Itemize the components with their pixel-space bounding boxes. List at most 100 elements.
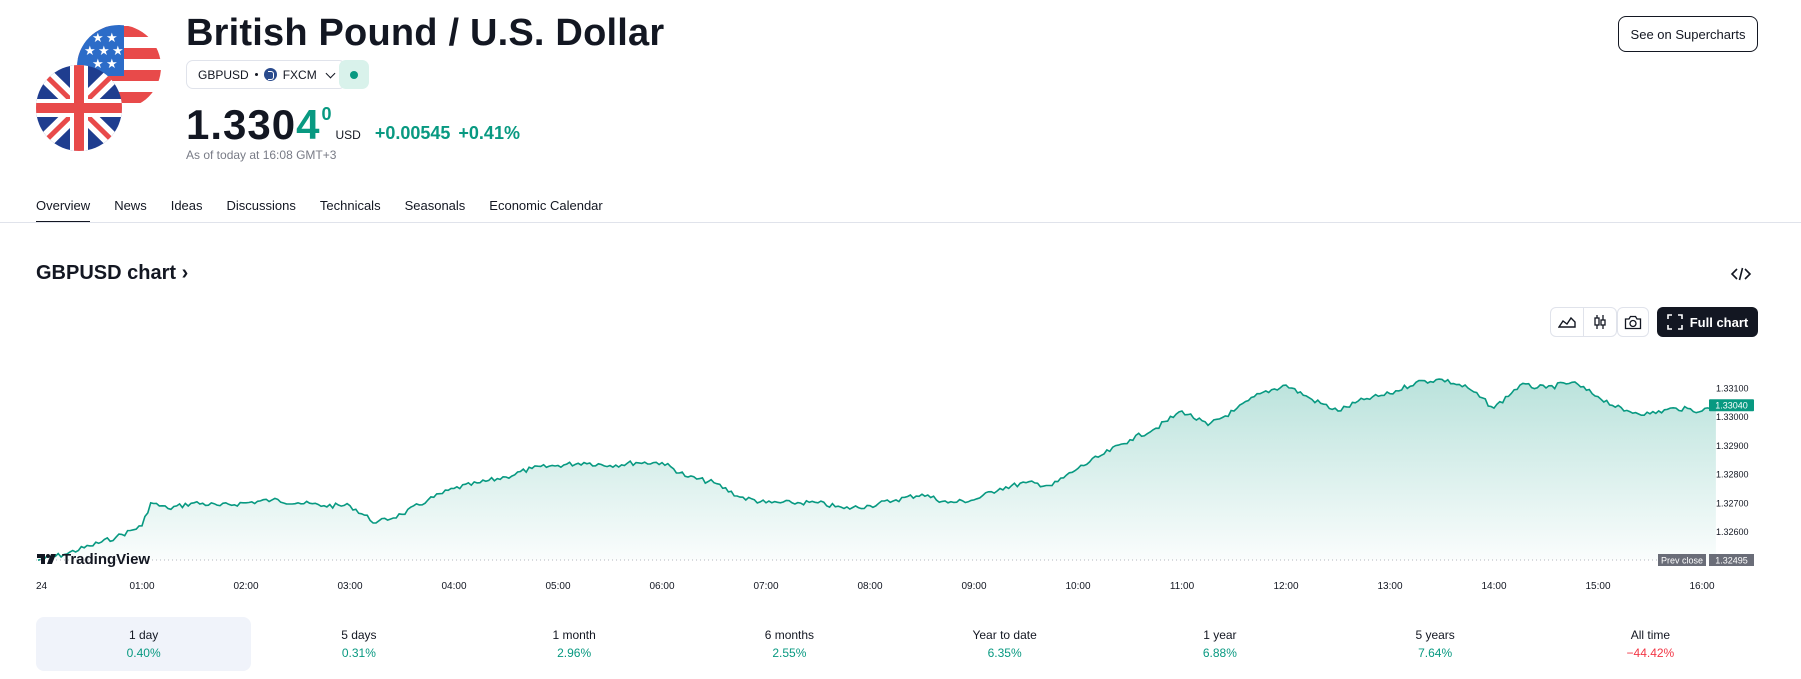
period-1-month[interactable]: 1 month 2.96%	[467, 617, 682, 671]
x-tick-label: 13:00	[1377, 581, 1402, 590]
symbol-flags: ★ ★ ★ ★ ★ ★ ★	[34, 24, 164, 152]
x-tick-label: 12:00	[1273, 581, 1298, 590]
prev-close-label-bg	[1658, 554, 1706, 566]
tabs-divider	[0, 222, 1801, 223]
period-label: 6 months	[764, 628, 815, 642]
x-tick-label: 01:00	[129, 581, 154, 590]
period-label: 5 days	[341, 628, 377, 642]
symbol-selector[interactable]: GBPUSD FXCM	[186, 60, 346, 89]
fullscreen-icon	[1666, 314, 1683, 330]
market-status-indicator[interactable]	[339, 60, 369, 89]
exchange-label: FXCM	[282, 67, 317, 82]
price-change-abs: +0.00545	[374, 123, 451, 143]
y-tick-label: 1.32900	[1716, 441, 1749, 451]
price-line	[37, 378, 1717, 561]
tab-technicals[interactable]: Technicals	[319, 198, 381, 213]
svg-text:★: ★	[112, 44, 124, 59]
tab-ideas[interactable]: Ideas	[170, 198, 203, 213]
svg-text:★: ★	[84, 44, 96, 59]
candles-icon[interactable]	[1584, 308, 1617, 336]
x-tick-label: 06:00	[649, 581, 674, 590]
period-value: 7.64%	[1418, 646, 1453, 660]
tab-economic-calendar[interactable]: Economic Calendar	[489, 198, 603, 213]
status-dot-icon	[350, 70, 358, 79]
svg-text:★: ★	[92, 57, 104, 72]
full-chart-label: Full chart	[1689, 314, 1749, 330]
chart-section-title[interactable]: GBPUSD chart ›	[36, 262, 188, 285]
tab-discussions[interactable]: Discussions	[226, 198, 296, 213]
svg-text:★: ★	[92, 31, 104, 46]
last-price-label-bg	[1709, 399, 1754, 412]
period-1-day[interactable]: 1 day 0.40%	[36, 617, 252, 671]
performance-periods: 1 day 0.40% 5 days 0.31% 1 month 2.96% 6…	[36, 617, 1758, 671]
tradingview-logo-icon	[37, 554, 56, 564]
chevron-down-icon	[325, 68, 336, 78]
prev-close-value-bg	[1709, 554, 1754, 566]
price-last-digit: 4	[296, 101, 320, 148]
period-all-time[interactable]: All time −44.42%	[1543, 617, 1758, 671]
period-label: Year to date	[972, 628, 1037, 642]
period-label: 1 month	[552, 628, 596, 642]
period-label: 1 day	[128, 628, 159, 642]
area-chart-icon[interactable]	[1551, 308, 1584, 336]
x-tick-label: 24	[36, 581, 48, 590]
x-tick-label: 02:00	[233, 581, 258, 590]
period-1-year[interactable]: 1 year 6.88%	[1112, 617, 1327, 671]
x-tick-label: 05:00	[545, 581, 570, 590]
period-value: 0.31%	[341, 646, 376, 660]
period-value: 6.35%	[987, 646, 1022, 660]
camera-icon[interactable]	[1617, 307, 1649, 337]
svg-text:★: ★	[106, 57, 118, 72]
period-value: 0.40%	[126, 646, 161, 660]
price-chart[interactable]: Prev close 1.32495 1.33100 1.33000 1.32900 1…	[0, 340, 1801, 590]
x-tick-label: 04:00	[441, 581, 466, 590]
last-price-label: 1.33040	[1715, 401, 1748, 411]
period-year-to-date[interactable]: Year to date 6.35%	[897, 617, 1112, 671]
svg-text:★: ★	[98, 44, 110, 59]
x-tick-label: 03:00	[337, 581, 362, 590]
page-title: British Pound / U.S. Dollar	[186, 12, 665, 54]
see-on-supercharts-button[interactable]: See on Supercharts	[1618, 16, 1758, 52]
x-tick-label: 15:00	[1585, 581, 1610, 590]
price-main: 1.330	[186, 101, 297, 148]
watermark-label: TradingView	[62, 551, 150, 568]
symbol-label: GBPUSD	[198, 67, 249, 82]
x-tick-label: 14:00	[1481, 581, 1506, 590]
price-area-fill	[38, 379, 1716, 561]
chart-title-label: GBPUSD chart	[36, 262, 177, 284]
svg-text:★: ★	[106, 31, 118, 46]
period-label: All time	[1630, 628, 1671, 642]
price-currency: USD	[335, 128, 361, 142]
period-value: 6.88%	[1202, 646, 1237, 660]
period-value: 2.96%	[557, 646, 592, 660]
y-tick-label: 1.33100	[1716, 384, 1749, 394]
price-superscript: 0	[321, 104, 332, 124]
symbol-tabs: Overview News Ideas Discussions Technica…	[36, 190, 627, 223]
period-5-years[interactable]: 5 years 7.64%	[1328, 617, 1543, 671]
y-tick-label: 1.32700	[1716, 498, 1749, 508]
price-row: 1.330 4 0 USD +0.00545 +0.41%	[186, 101, 520, 149]
full-chart-button[interactable]: Full chart	[1657, 307, 1758, 337]
period-value: −44.42%	[1626, 646, 1675, 660]
period-label: 5 years	[1415, 628, 1455, 642]
embed-code-icon[interactable]	[1730, 264, 1752, 284]
tab-seasonals[interactable]: Seasonals	[404, 198, 466, 213]
exchange-logo-icon	[263, 68, 277, 81]
x-tick-label: 09:00	[961, 581, 986, 590]
x-tick-label: 11:00	[1170, 581, 1195, 590]
chart-style-toggle	[1550, 307, 1617, 337]
period-5-days[interactable]: 5 days 0.31%	[251, 617, 466, 671]
tab-overview[interactable]: Overview	[36, 190, 91, 223]
price-timestamp: As of today at 16:08 GMT+3	[186, 148, 337, 162]
x-tick-label: 10:00	[1065, 581, 1090, 590]
y-tick-label: 1.32800	[1716, 470, 1749, 480]
y-tick-label: 1.32600	[1716, 527, 1749, 537]
prev-close-value: 1.32495	[1715, 556, 1748, 566]
period-value: 2.55%	[772, 646, 807, 660]
x-tick-label: 07:00	[753, 581, 778, 590]
period-6-months[interactable]: 6 months 2.55%	[682, 617, 897, 671]
y-tick-label: 1.33000	[1716, 412, 1749, 422]
tab-news[interactable]: News	[114, 198, 147, 213]
x-tick-label: 16:00	[1689, 581, 1714, 590]
tradingview-watermark: TradingView	[37, 551, 150, 568]
